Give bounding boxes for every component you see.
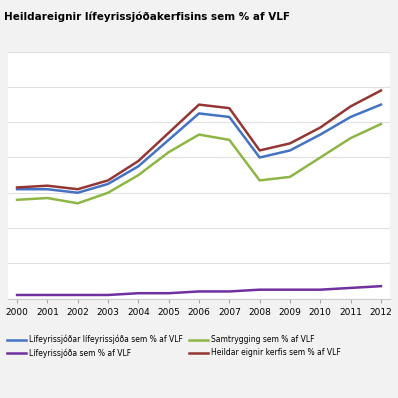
Text: Heildareignir lífeyrissjóðakerfisins sem % af VLF: Heildareignir lífeyrissjóðakerfisins sem… bbox=[4, 12, 290, 22]
Legend: Lífeyrissjóðar lífeyrissjóða sem % af VLF, Lífeyrissjóða sem % af VLF, Samtryggi: Lífeyrissjóðar lífeyrissjóða sem % af VL… bbox=[4, 332, 344, 361]
